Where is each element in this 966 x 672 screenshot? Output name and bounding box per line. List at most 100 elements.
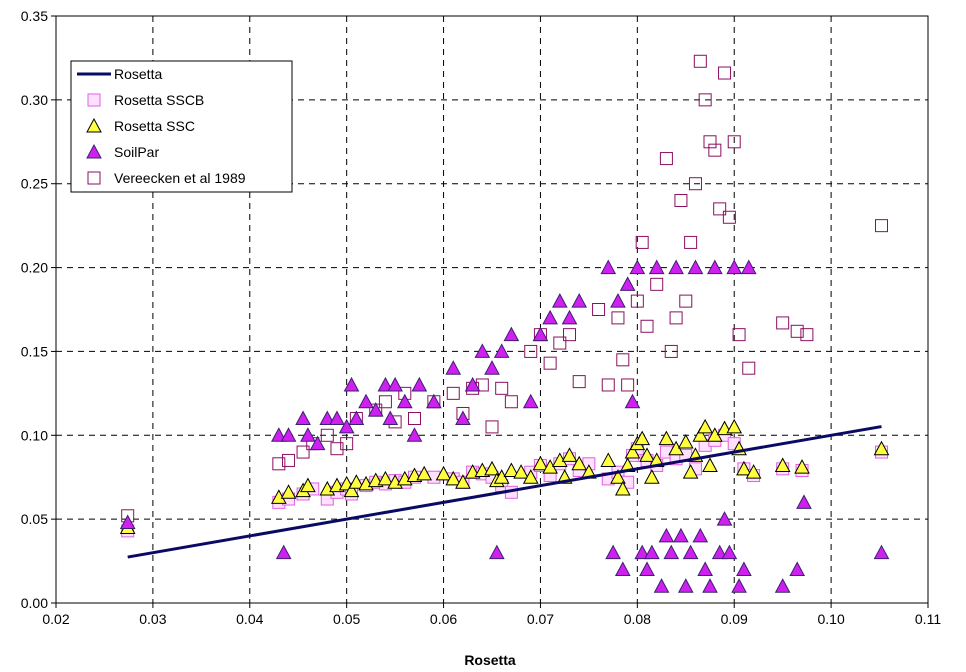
point-rosetta-ssc bbox=[610, 469, 626, 484]
point-rosetta-ssc bbox=[522, 469, 539, 484]
point-vereecken-et-al-1989 bbox=[495, 381, 509, 395]
x-axis-title: Rosetta bbox=[464, 652, 516, 668]
point-soilpar bbox=[542, 309, 558, 325]
point-soilpar bbox=[551, 293, 568, 308]
point-soilpar bbox=[343, 376, 360, 392]
point-vereecken-et-al-1989 bbox=[664, 344, 678, 358]
point-rosetta-ssc bbox=[300, 477, 316, 493]
point-rosetta-ssc bbox=[634, 430, 651, 446]
point-soilpar bbox=[605, 544, 621, 560]
x-tick-label: 0.07 bbox=[527, 611, 554, 627]
point-rosetta-ssc bbox=[435, 465, 452, 481]
point-vereecken-et-al-1989 bbox=[601, 378, 615, 392]
point-vereecken-et-al-1989 bbox=[616, 353, 630, 367]
legend-marker-swatch bbox=[87, 93, 101, 107]
point-soilpar bbox=[629, 259, 646, 275]
legend-label: Rosetta SSC bbox=[114, 118, 195, 134]
legend-entry: Rosetta SSCB bbox=[87, 92, 204, 108]
point-soilpar bbox=[658, 527, 675, 543]
y-tick-label: 0.00 bbox=[21, 595, 48, 611]
point-vereecken-et-al-1989 bbox=[708, 143, 722, 157]
point-vereecken-et-al-1989 bbox=[674, 193, 688, 207]
point-vereecken-et-al-1989 bbox=[592, 303, 606, 316]
point-soilpar bbox=[493, 343, 510, 358]
point-rosetta-ssc bbox=[600, 452, 617, 467]
point-rosetta-ssc bbox=[774, 457, 791, 472]
point-soilpar bbox=[634, 544, 651, 560]
point-vereecken-et-al-1989 bbox=[640, 319, 654, 333]
point-vereecken-et-al-1989 bbox=[874, 219, 888, 233]
legend-box bbox=[70, 60, 293, 193]
y-tick-label: 0.15 bbox=[21, 343, 48, 359]
point-soilpar bbox=[426, 393, 442, 409]
point-rosetta-ssc bbox=[794, 459, 810, 474]
point-soilpar bbox=[295, 410, 311, 426]
point-rosetta-ssc bbox=[692, 427, 709, 442]
point-vereecken-et-al-1989 bbox=[659, 152, 673, 166]
point-soilpar bbox=[614, 561, 631, 576]
point-rosetta-ssc bbox=[513, 464, 529, 479]
legend-marker-swatch bbox=[86, 143, 102, 159]
line-rosetta bbox=[127, 425, 882, 559]
point-soilpar bbox=[464, 376, 481, 392]
point-rosetta-ssc bbox=[873, 440, 890, 456]
point-soilpar bbox=[411, 376, 428, 392]
point-vereecken-et-al-1989 bbox=[611, 311, 625, 325]
point-soilpar bbox=[619, 276, 636, 291]
point-vereecken-et-al-1989 bbox=[296, 445, 310, 459]
point-rosetta-ssc bbox=[503, 462, 520, 478]
point-vereecken-et-al-1989 bbox=[650, 277, 664, 291]
point-soilpar bbox=[736, 561, 752, 576]
point-rosetta-ssc bbox=[416, 465, 433, 481]
point-soilpar bbox=[677, 578, 694, 593]
point-rosetta-ssc bbox=[702, 457, 718, 472]
point-rosetta-ssc bbox=[658, 430, 675, 446]
point-vereecken-et-al-1989 bbox=[776, 316, 790, 330]
point-rosetta-ssc bbox=[561, 447, 578, 462]
point-rosetta-ssc bbox=[639, 447, 655, 462]
series-layer bbox=[119, 54, 890, 593]
point-vereecken-et-al-1989 bbox=[572, 375, 586, 389]
point-soilpar bbox=[119, 514, 136, 529]
point-soilpar bbox=[532, 326, 549, 342]
point-soilpar bbox=[455, 410, 471, 426]
point-vereecken-et-al-1989 bbox=[272, 457, 286, 471]
x-tick-label: 0.02 bbox=[42, 611, 69, 627]
point-vereecken-et-al-1989 bbox=[693, 54, 707, 68]
point-vereecken-et-al-1989 bbox=[407, 412, 421, 426]
point-soilpar bbox=[329, 410, 345, 426]
x-tick-label: 0.05 bbox=[333, 611, 360, 627]
point-soilpar bbox=[338, 418, 355, 434]
point-soilpar bbox=[382, 410, 399, 426]
point-soilpar bbox=[610, 293, 626, 308]
point-rosetta-ssc bbox=[614, 480, 631, 496]
y-tick-label: 0.05 bbox=[21, 511, 48, 527]
point-soilpar bbox=[682, 544, 699, 560]
point-vereecken-et-al-1989 bbox=[524, 344, 538, 358]
point-rosetta-ssc bbox=[280, 484, 297, 499]
point-rosetta-ssc bbox=[377, 470, 394, 486]
legend-entry: Vereecken et al 1989 bbox=[87, 170, 246, 186]
point-vereecken-et-al-1989 bbox=[669, 311, 683, 325]
point-vereecken-et-al-1989 bbox=[679, 294, 693, 308]
point-soilpar bbox=[503, 326, 520, 342]
point-soilpar bbox=[726, 259, 743, 275]
point-soilpar bbox=[271, 427, 287, 442]
point-vereecken-et-al-1989 bbox=[732, 328, 746, 342]
legend-label: SoilPar bbox=[114, 144, 159, 160]
point-soilpar bbox=[522, 393, 539, 409]
x-tick-label: 0.04 bbox=[236, 611, 263, 627]
x-tick-label: 0.10 bbox=[817, 611, 844, 627]
point-soilpar bbox=[653, 578, 670, 593]
point-rosetta-ssc bbox=[677, 433, 694, 449]
point-soilpar bbox=[774, 578, 791, 593]
y-tick-label: 0.20 bbox=[21, 260, 48, 276]
point-vereecken-et-al-1989 bbox=[684, 235, 698, 249]
y-tick-label: 0.10 bbox=[21, 427, 48, 443]
axis-ticks: 0.02 0.03 0.04 0.05 0.06 0.07 0.08 0.09 0.10 0.11… bbox=[21, 8, 942, 627]
legend-marker-swatch bbox=[87, 171, 101, 185]
point-soilpar bbox=[796, 494, 812, 509]
point-soilpar bbox=[716, 511, 733, 526]
point-soilpar bbox=[358, 393, 374, 409]
